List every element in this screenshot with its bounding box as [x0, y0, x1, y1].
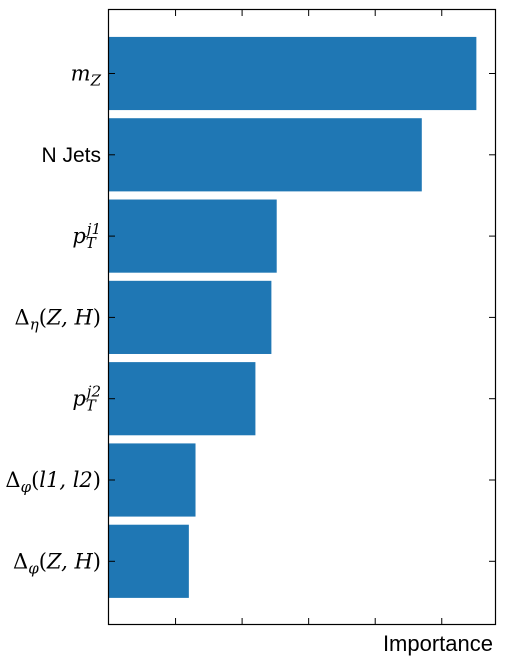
bar-6	[109, 524, 189, 598]
category-label-6: Δφ(Z, H)	[13, 549, 101, 577]
category-label-2: pTj1	[72, 220, 101, 252]
bar-1	[109, 118, 422, 192]
ticks-group	[109, 10, 495, 624]
bars-group	[109, 36, 477, 598]
plot-frame	[107, 8, 497, 626]
category-label-5: Δφ(l1, l2)	[5, 468, 101, 496]
category-label-1: N Jets	[41, 144, 101, 167]
category-label-3: Δη(Z, H)	[15, 305, 101, 333]
bar-0	[109, 36, 477, 111]
bar-3	[109, 280, 272, 354]
category-labels-group: mZ N Jets pTj1 Δη(Z, H) pTj2 Δφ(l1, l2) Δφ(Z, …	[5, 62, 101, 578]
bar-5	[109, 443, 196, 517]
category-label-0: mZ	[71, 62, 102, 90]
x-axis-title: Importance	[383, 631, 493, 656]
category-label-4: pTj2	[72, 383, 101, 415]
bar-2	[109, 199, 277, 273]
bar-4	[109, 362, 256, 436]
